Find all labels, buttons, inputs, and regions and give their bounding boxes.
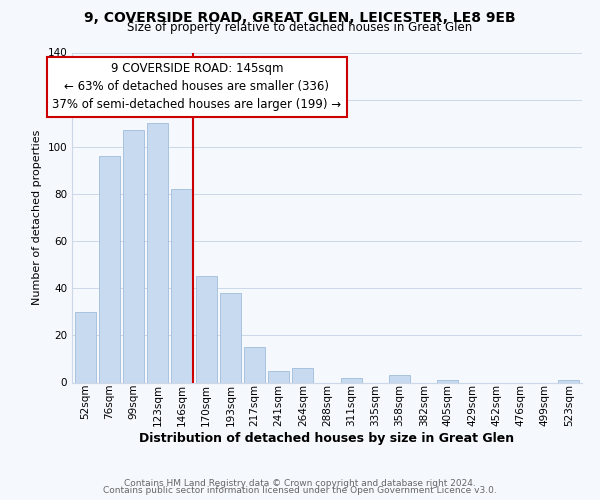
X-axis label: Distribution of detached houses by size in Great Glen: Distribution of detached houses by size … (139, 432, 515, 444)
Text: 9 COVERSIDE ROAD: 145sqm
← 63% of detached houses are smaller (336)
37% of semi-: 9 COVERSIDE ROAD: 145sqm ← 63% of detach… (52, 62, 341, 112)
Bar (292, 368, 313, 382)
Bar (196, 276, 217, 382)
Bar (74, 312, 96, 382)
Bar (123, 130, 144, 382)
Y-axis label: Number of detached properties: Number of detached properties (32, 130, 42, 305)
Text: 9, COVERSIDE ROAD, GREAT GLEN, LEICESTER, LE8 9EB: 9, COVERSIDE ROAD, GREAT GLEN, LEICESTER… (84, 11, 516, 25)
Bar (99, 156, 120, 382)
Bar (268, 370, 289, 382)
Bar (147, 123, 169, 382)
Bar (558, 380, 580, 382)
Bar (220, 293, 241, 382)
Bar (244, 347, 265, 382)
Bar (389, 376, 410, 382)
Text: Size of property relative to detached houses in Great Glen: Size of property relative to detached ho… (127, 22, 473, 35)
Text: Contains HM Land Registry data © Crown copyright and database right 2024.: Contains HM Land Registry data © Crown c… (124, 478, 476, 488)
Bar (437, 380, 458, 382)
Bar (172, 189, 193, 382)
Bar (341, 378, 362, 382)
Text: Contains public sector information licensed under the Open Government Licence v3: Contains public sector information licen… (103, 486, 497, 495)
